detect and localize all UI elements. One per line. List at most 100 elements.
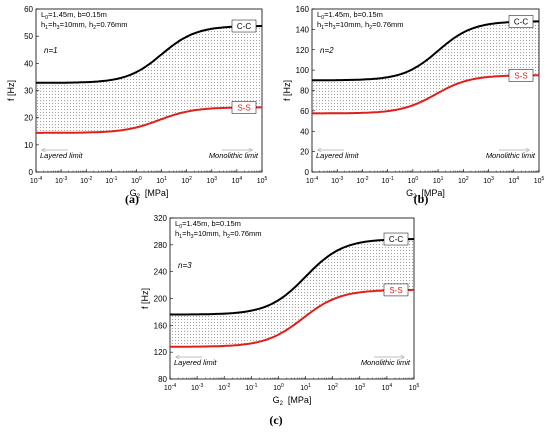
- y-tick-label: 80: [300, 87, 309, 96]
- x-tick-label: 104: [232, 176, 243, 185]
- y-tick-label: 280: [154, 241, 168, 250]
- series-label-c-c: C-C: [514, 17, 528, 26]
- params-line-2: h1​=h3​=10mm, h2​=0.76mm: [175, 229, 262, 240]
- x-tick-label: 102: [181, 176, 192, 185]
- y-axis-label: f [Hz]: [6, 80, 16, 101]
- y-tick-label: 0: [305, 168, 310, 177]
- series-label-box: [508, 69, 534, 82]
- y-tick-label: 30: [24, 87, 33, 96]
- x-tick-label: 100: [131, 176, 142, 185]
- series-label-box: [231, 101, 257, 114]
- y-axis-label: f [Hz]: [282, 80, 292, 101]
- x-tick-label: 10-1: [245, 383, 257, 392]
- series-label-box: [231, 19, 257, 33]
- x-tick-label: 103: [206, 176, 217, 185]
- mode-label: n=3: [178, 261, 192, 270]
- y-tick-label: 100: [296, 66, 310, 75]
- y-tick-label: 0: [29, 168, 34, 177]
- x-tick-label: 10-1: [105, 176, 117, 185]
- y-tick-label: 40: [300, 127, 309, 136]
- x-tick-label: 10-2: [356, 176, 368, 185]
- x-tick-label: 102: [327, 383, 338, 392]
- x-tick-label: 10-4: [30, 176, 42, 185]
- x-tick-label: 105: [534, 176, 545, 185]
- x-tick-label: 105: [409, 383, 420, 392]
- x-tick-label: 103: [483, 176, 494, 185]
- params-line-2: h1​=h3​=10mm, h2​=0.76mm: [41, 20, 128, 31]
- chart-3: 80 120 160 200 240 280 320 10-4 10-3 10-2 10-1 100 1…: [140, 214, 420, 407]
- x-tick-label: 10-2: [80, 176, 92, 185]
- figure-label-c: (c): [269, 413, 283, 427]
- y-tick-label: 240: [154, 268, 168, 277]
- y-tick-label: 140: [296, 25, 310, 34]
- series-label-s-s: S-S: [514, 71, 527, 80]
- x-tick-label: 103: [354, 383, 365, 392]
- series-line-s-s: [312, 74, 539, 115]
- x-tick-label: 101: [433, 176, 444, 185]
- x-tick-label: 10-4: [164, 383, 176, 392]
- x-tick-label: 100: [408, 176, 419, 185]
- series-label-s-s: S-S: [389, 286, 402, 295]
- figure-label-a: (a): [125, 192, 139, 206]
- chart-1: 0 10 20 30 40 50 60 10-4 10-3 10-2 10-1 100 101 102 10…: [6, 5, 268, 200]
- shaded-band: [36, 26, 262, 133]
- series-label-box: [383, 283, 409, 297]
- x-tick-label: 10-3: [55, 176, 67, 185]
- params-line-1: L0​=1.45m, b=0.15m: [41, 10, 107, 21]
- layered-limit-label: Layered limit: [174, 358, 217, 367]
- monolithic-limit-label: Monolithic limit: [486, 151, 536, 160]
- x-axis-label: G2 [MPa]: [406, 188, 445, 200]
- series-line-c-c: [312, 20, 539, 82]
- y-tick-label: 120: [296, 46, 310, 55]
- y-axis-label: f [Hz]: [140, 288, 150, 309]
- figure-label-b: (b): [413, 192, 429, 206]
- y-tick-label: 40: [24, 59, 33, 68]
- x-tick-label: 101: [300, 383, 311, 392]
- series-label-c-c: C-C: [389, 235, 403, 244]
- series-line-s-s: [169, 288, 414, 348]
- y-tick-label: 160: [296, 5, 310, 14]
- x-tick-label: 10-2: [218, 383, 230, 392]
- series-line-s-s: [36, 106, 262, 134]
- y-tick-label: 60: [24, 5, 33, 14]
- y-tick-label: 60: [300, 107, 309, 116]
- chart-2: 0 20 40 60 80 100 120 140 160 10-4 10-3 10-2 10-1 100…: [282, 5, 545, 200]
- x-tick-label: 102: [458, 176, 469, 185]
- y-tick-label: 50: [24, 32, 33, 41]
- params-line-1: L0​=1.45m, b=0.15m: [175, 219, 241, 230]
- layered-limit-label: Layered limit: [40, 151, 83, 160]
- x-tick-label: 10-3: [331, 176, 343, 185]
- y-tick-label: 80: [158, 375, 167, 384]
- layered-limit-label: Layered limit: [316, 151, 359, 160]
- monolithic-limit-label: Monolithic limit: [361, 358, 411, 367]
- y-tick-label: 200: [154, 295, 168, 304]
- y-tick-label: 20: [24, 114, 33, 123]
- series-label-s-s: S-S: [237, 103, 250, 112]
- y-tick-label: 320: [154, 214, 168, 223]
- y-tick-label: 10: [24, 141, 33, 150]
- shaded-band: [312, 21, 539, 114]
- x-tick-label: 104: [508, 176, 519, 185]
- y-tick-label: 120: [154, 348, 168, 357]
- series-line-c-c: [170, 238, 415, 316]
- x-tick-label: 105: [257, 176, 268, 185]
- x-tick-label: 104: [382, 383, 393, 392]
- x-axis-label: G2 [MPa]: [273, 395, 312, 407]
- shaded-band: [170, 239, 414, 347]
- series-label-box: [383, 232, 409, 246]
- monolithic-limit-label: Monolithic limit: [209, 151, 259, 160]
- x-tick-label: 101: [156, 176, 167, 185]
- x-tick-label: 10-1: [382, 176, 394, 185]
- x-tick-label: 10-4: [306, 176, 318, 185]
- series-label-box: [508, 15, 534, 28]
- mode-label: n=1: [44, 46, 58, 55]
- y-tick-label: 20: [300, 148, 309, 157]
- params-line-1: L0​=1.45m, b=0.15m: [317, 10, 383, 21]
- x-axis-label: G2 [MPa]: [130, 188, 169, 200]
- mode-label: n=2: [320, 46, 334, 55]
- x-tick-label: 10-3: [191, 383, 203, 392]
- series-label-c-c: C-C: [237, 22, 251, 31]
- y-tick-label: 160: [154, 321, 168, 330]
- series-line-c-c: [35, 25, 262, 84]
